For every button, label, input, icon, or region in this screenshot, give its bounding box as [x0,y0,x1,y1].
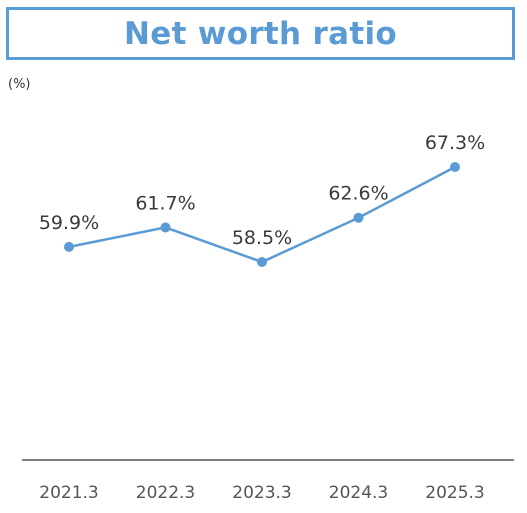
data-label: 61.7% [135,192,195,214]
data-point [353,212,364,223]
chart-title: Net worth ratio [124,15,397,52]
data-point [64,241,74,252]
series-group: 59.9% 61.7% 58.5% 62.6% 67.3% [39,132,485,267]
x-tick-label: 2024.3 [329,483,388,503]
x-tick-label: 2021.3 [39,483,98,503]
data-point [160,222,171,233]
x-tick-label: 2023.3 [232,483,291,503]
data-label: 67.3% [425,132,485,154]
data-label: 59.9% [39,212,99,234]
x-tick-label: 2025.3 [425,483,484,503]
data-label: 62.6% [328,183,388,205]
y-unit-label: (%) [8,77,31,92]
chart-title-box: Net worth ratio [6,7,515,60]
data-label: 58.5% [232,227,292,249]
data-point [450,162,460,172]
data-point [257,257,267,267]
x-tick-label: 2022.3 [136,483,195,503]
x-tick-labels: 2021.3 2022.3 2023.3 2024.3 2025.3 [39,483,484,503]
